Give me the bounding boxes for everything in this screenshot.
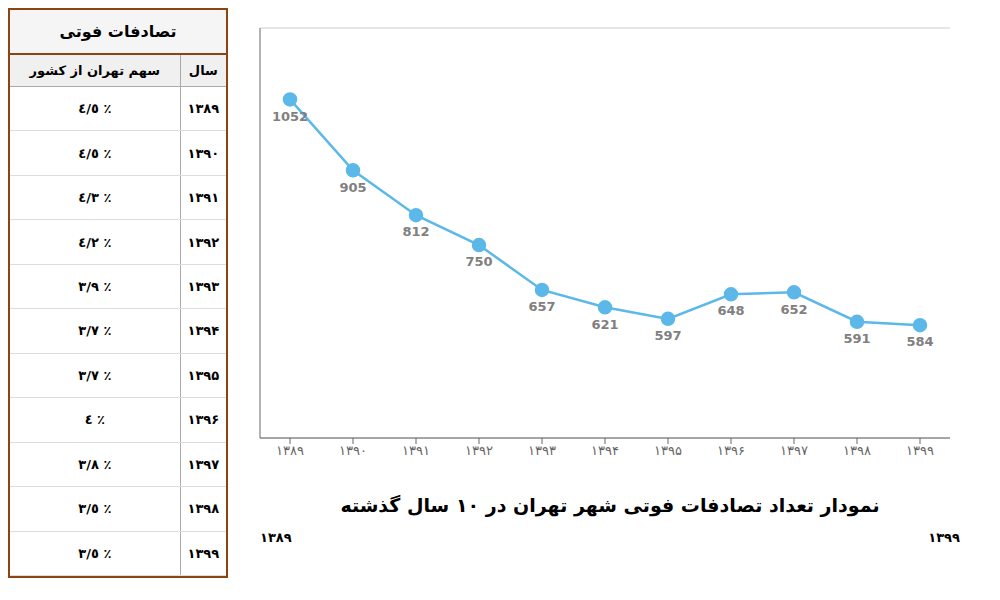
svg-text:۱۳۹۶: ۱۳۹۶ — [717, 443, 745, 458]
svg-text:905: 905 — [339, 180, 366, 195]
html-text:۱۳۹۶: ۱۳۹۶ — [187, 412, 220, 428]
html-text:نمودار تعداد تصادفات فوتی شهر: نمودار تعداد تصادفات فوتی شهر تهران در ۱… — [340, 494, 880, 516]
svg-text:۱۳۸۹: ۱۳۸۹ — [276, 443, 304, 458]
svg-text:812: 812 — [402, 224, 429, 239]
html-text:۱۳۹۸: ۱۳۹۸ — [187, 501, 220, 517]
html-text:سهم تهران از کشور: سهم تهران از کشور — [29, 63, 161, 78]
svg-text:652: 652 — [780, 302, 807, 317]
svg-text:648: 648 — [717, 303, 744, 318]
html-text:۱۳۹۵: ۱۳۹۵ — [187, 367, 220, 383]
html-text:٪ ٤: ٪ ٤ — [84, 412, 105, 428]
html-text:۱۳۹۰: ۱۳۹۰ — [187, 145, 220, 161]
svg-text:1052: 1052 — [272, 109, 308, 124]
html-text:٪ ٤/٥: ٪ ٤/٥ — [78, 101, 112, 117]
html-text:۱۳۹۳: ۱۳۹۳ — [187, 279, 220, 294]
svg-text:584: 584 — [906, 334, 933, 349]
svg-text:۱۳۹۴: ۱۳۹۴ — [591, 443, 619, 458]
html-text:٪ ٣/٧: ٪ ٣/٧ — [78, 367, 112, 383]
html-text:٪ ٣/٨: ٪ ٣/٨ — [78, 456, 112, 472]
html-text:۱۳۹۷: ۱۳۹۷ — [187, 456, 220, 472]
svg-text:۱۳۹۳: ۱۳۹۳ — [528, 443, 556, 458]
svg-text:۱۳۹۲: ۱۳۹۲ — [465, 443, 493, 458]
html-text:۱۳۹۲: ۱۳۹۲ — [187, 234, 220, 250]
html-text:٪ ٤/٥: ٪ ٤/٥ — [78, 145, 112, 161]
svg-text:۱۳۹۰: ۱۳۹۰ — [339, 443, 367, 458]
html-text:٪ ٤/٣: ٪ ٤/٣ — [78, 190, 112, 206]
html-text:٪ ٣/٥: ٪ ٣/٥ — [78, 545, 112, 561]
svg-text:۱۳۹۵: ۱۳۹۵ — [654, 443, 682, 458]
svg-text:657: 657 — [528, 299, 555, 314]
html-text:٪ ٣/٧: ٪ ٣/٧ — [78, 323, 112, 339]
html-text:تصادفات فوتی: تصادفات فوتی — [59, 22, 177, 41]
svg-text:۱۳۹۱: ۱۳۹۱ — [402, 443, 430, 458]
html-text:سال: سال — [188, 63, 218, 78]
html-text:۱۳۹۹: ۱۳۹۹ — [187, 545, 220, 561]
html-text:٪ ٤/٢: ٪ ٤/٢ — [78, 234, 112, 250]
svg-text:591: 591 — [843, 331, 870, 346]
svg-text:۱۳۹۸: ۱۳۹۸ — [843, 443, 871, 458]
svg-text:597: 597 — [654, 328, 681, 343]
html-text:۱۳۹۱: ۱۳۹۱ — [187, 190, 220, 206]
html-text:۱۳۸۹: ۱۳۸۹ — [187, 101, 220, 117]
svg-text:621: 621 — [591, 317, 618, 332]
html-text:٪ ٣/٥: ٪ ٣/٥ — [78, 501, 112, 517]
html-text:٪ ٣/٩: ٪ ٣/٩ — [78, 279, 112, 294]
html-text:۱۳۹۹: ۱۳۹۹ — [928, 530, 960, 545]
svg-text:۱۳۹۹: ۱۳۹۹ — [906, 443, 934, 458]
svg-text:۱۳۹۷: ۱۳۹۷ — [780, 443, 808, 458]
html-text:۱۳۹۴: ۱۳۹۴ — [187, 323, 220, 339]
html-text:۱۳۸۹: ۱۳۸۹ — [260, 530, 292, 545]
svg-text:750: 750 — [465, 254, 492, 269]
